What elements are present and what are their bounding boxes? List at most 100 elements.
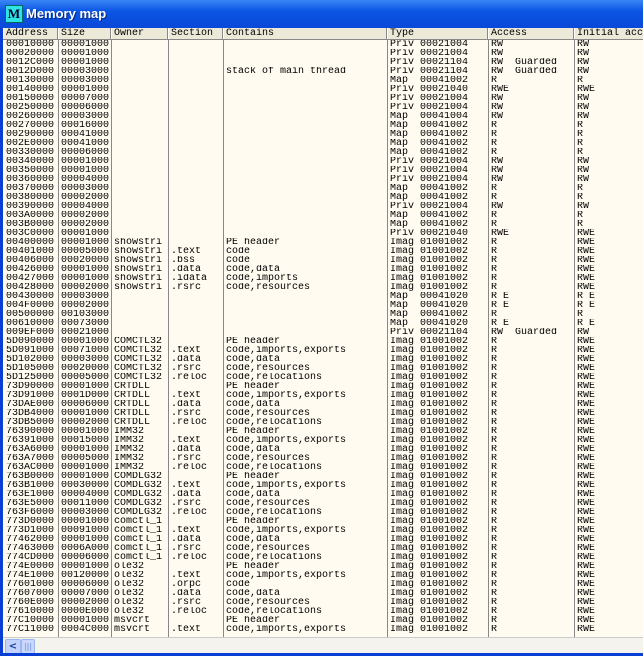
table-row[interactable]: 73D91000 0001D000 CRTDLL .text code,imports,…	[3, 391, 643, 400]
table-row[interactable]: 7760E000 00002000 ole32 .rsrc code,resources…	[3, 598, 643, 607]
table-row[interactable]: 76390000 00001000 IMM32 PE header Imag 01001…	[3, 427, 643, 436]
column-header-section[interactable]: Section	[168, 28, 223, 39]
table-row[interactable]: 763AC000 00001000 IMM32 .reloc code,relocati…	[3, 463, 643, 472]
table-row[interactable]: 774CD000 00006000 comctl_1 .reloc code,reloc…	[3, 553, 643, 562]
cell-section: .reloc	[171, 463, 208, 472]
table-row[interactable]: 73DB4000 00001000 CRTDLL .rsrc code,resource…	[3, 409, 643, 418]
table-row[interactable]: 00150000 00007000 Priv 00021004 RW RW	[3, 94, 643, 103]
cell-address: 0012C000	[6, 58, 55, 67]
table-row[interactable]: 00260000 00003000 Map 00041004 RW RW	[3, 112, 643, 121]
cell-contains: code,resources	[226, 499, 311, 508]
table-row[interactable]: 00500000 00103000 Map 00041002 R R	[3, 310, 643, 319]
table-row[interactable]: 00428000 00002000 showstri .rsrc code,resour…	[3, 283, 643, 292]
table-row[interactable]: 774E1000 00120000 ole32 .text code,imports,e…	[3, 571, 643, 580]
column-header-owner[interactable]: Owner	[111, 28, 168, 39]
table-row[interactable]: 00290000 00041000 Map 00041002 R R	[3, 130, 643, 139]
table-row[interactable]: 77601000 00006000 ole32 .orpc code Imag 01001…	[3, 580, 643, 589]
table-row[interactable]: 73DB5000 00002000 CRTDLL .reloc code,relocat…	[3, 418, 643, 427]
cell-initial-access: R	[577, 76, 584, 85]
table-row[interactable]: 0012D000 00003000 stack of main thread Priv…	[3, 67, 643, 76]
cell-contains: code,resources	[226, 283, 311, 292]
table-row[interactable]: 763E1000 00004000 COMDLG32 .data code,data Im…	[3, 490, 643, 499]
table-row[interactable]: 009EF000 00021000 Priv 00021104 RW Guarded R…	[3, 328, 643, 337]
cell-size: 0000E000	[61, 607, 110, 616]
table-row[interactable]: 763A7000 00005000 IMM32 .rsrc code,resources…	[3, 454, 643, 463]
cell-contains	[224, 202, 388, 211]
table-row[interactable]: 77C10000 00001000 msvcrt PE header Imag 0100…	[3, 616, 643, 625]
table-row[interactable]: 5D102000 00003000 COMCTL32 .data code,data Im…	[3, 355, 643, 364]
horizontal-scrollbar[interactable]: < |||	[3, 637, 643, 653]
table-body[interactable]: 00010000 00001000 Priv 00021004 RW RW 0002000…	[3, 40, 643, 637]
column-header-type[interactable]: Type	[387, 28, 488, 39]
scroll-left-button[interactable]: <	[5, 639, 21, 653]
column-header-initial-access[interactable]: Initial acc	[574, 28, 643, 39]
table-row[interactable]: 00270000 00016000 Map 00041002 R R	[3, 121, 643, 130]
table-row[interactable]: 5D090000 00001000 COMCTL32 PE header Imag 01…	[3, 337, 643, 346]
table-row[interactable]: 763F6000 00003000 COMDLG32 .reloc code,reloc…	[3, 508, 643, 517]
table-row[interactable]: 763E5000 00011000 COMDLG32 .rsrc code,resour…	[3, 499, 643, 508]
table-row[interactable]: 003A0000 00002000 Map 00041002 R R	[3, 211, 643, 220]
table-row[interactable]: 73DAE000 00006000 CRTDLL .data code,data Imag…	[3, 400, 643, 409]
cell-address: 763A6000	[6, 445, 55, 454]
table-row[interactable]: 00130000 00003000 Map 00041002 R R	[3, 76, 643, 85]
table-row[interactable]: 773D1000 00091000 comctl_1 .text code,import…	[3, 526, 643, 535]
cell-size: 00001000	[61, 49, 110, 58]
cell-initial-access: R E	[577, 319, 596, 328]
cell-initial-access: R	[577, 121, 584, 130]
title-bar[interactable]: M Memory map	[0, 0, 643, 28]
table-row[interactable]: 00401000 00005000 showstri .text code Imag 01…	[3, 247, 643, 256]
table-row[interactable]: 77462000 00001000 comctl_1 .data code,data Im…	[3, 535, 643, 544]
table-row[interactable]: 763B1000 00030000 COMDLG32 .text code,import…	[3, 481, 643, 490]
cell-contains: PE header	[226, 427, 281, 436]
column-header-contains[interactable]: Contains	[223, 28, 387, 39]
table-row[interactable]: 77607000 00007000 ole32 .data code,data Imag …	[3, 589, 643, 598]
table-row[interactable]: 77610000 0000E000 ole32 .reloc code,relocati…	[3, 607, 643, 616]
table-row[interactable]: 00426000 00001000 showstri .data code,data Im…	[3, 265, 643, 274]
column-header-address[interactable]: Address	[3, 28, 58, 39]
cell-contains: code,resources	[226, 598, 311, 607]
table-row[interactable]: 77463000 0006A000 comctl_1 .rsrc code,resour…	[3, 544, 643, 553]
table-row[interactable]: 00360000 00004000 Priv 00021004 RW RW	[3, 175, 643, 184]
column-header-size[interactable]: Size	[58, 28, 111, 39]
table-row[interactable]: 00370000 00003000 Map 00041002 R R	[3, 184, 643, 193]
table-row[interactable]: 00430000 00003000 Map 00041020 R E R E	[3, 292, 643, 301]
table-row[interactable]: 00330000 00006000 Map 00041002 R R	[3, 148, 643, 157]
cell-size: 00006000	[61, 148, 110, 157]
table-row[interactable]: 00390000 00004000 Priv 00021004 RW RW	[3, 202, 643, 211]
table-row[interactable]: 004F0000 00002000 Map 00041020 R E R E	[3, 301, 643, 310]
table-row[interactable]: 76391000 00015000 IMM32 .text code,imports,e…	[3, 436, 643, 445]
column-header-access[interactable]: Access	[488, 28, 574, 39]
cell-contains: code,resources	[226, 454, 311, 463]
cell-address: 009EF000	[6, 328, 55, 337]
scroll-thumb[interactable]: |||	[21, 639, 35, 653]
table-row[interactable]: 003B0000 00002000 Map 00041002 R R	[3, 220, 643, 229]
cell-type: Imag 01001002	[390, 346, 469, 355]
table-row[interactable]: 5D105000 00020000 COMCTL32 .rsrc code,resour…	[3, 364, 643, 373]
table-row[interactable]: 5D125000 00005000 COMCTL32 .reloc code,reloc…	[3, 373, 643, 382]
table-row[interactable]: 00406000 00020000 showstri .bss code Imag 010…	[3, 256, 643, 265]
table-row[interactable]: 00010000 00001000 Priv 00021004 RW RW	[3, 40, 643, 49]
table-row[interactable]: 002E0000 00041000 Map 00041002 R R	[3, 139, 643, 148]
cell-section	[169, 166, 224, 175]
cell-owner	[112, 211, 169, 220]
table-row[interactable]: 773D0000 00001000 comctl_1 PE header Imag 01…	[3, 517, 643, 526]
cell-type: Imag 01001002	[390, 454, 469, 463]
cell-address: 77C10000	[6, 616, 55, 625]
table-row[interactable]: 00400000 00001000 showstri PE header Imag 01…	[3, 238, 643, 247]
table-row[interactable]: 00020000 00001000 Priv 00021004 RW RW	[3, 49, 643, 58]
table-row[interactable]: 00340000 00001000 Priv 00021004 RW RW	[3, 157, 643, 166]
table-row[interactable]: 763B0000 00001000 COMDLG32 PE header Imag 01…	[3, 472, 643, 481]
table-row[interactable]: 00610000 00073000 Map 00041020 R E R E	[3, 319, 643, 328]
table-row[interactable]: 003C0000 00001000 Priv 00021040 RWE RWE	[3, 229, 643, 238]
table-row[interactable]: 00350000 00001000 Priv 00021004 RW RW	[3, 166, 643, 175]
table-row[interactable]: 00140000 00001000 Priv 00021040 RWE RWE	[3, 85, 643, 94]
table-row[interactable]: 774E0000 00001000 ole32 PE header Imag 01001…	[3, 562, 643, 571]
table-row[interactable]: 00250000 00006000 Priv 00021004 RW RW	[3, 103, 643, 112]
table-row[interactable]: 73D90000 00001000 CRTDLL PE header Imag 0100…	[3, 382, 643, 391]
table-row[interactable]: 5D091000 00071000 COMCTL32 .text code,import…	[3, 346, 643, 355]
table-row[interactable]: 00380000 00002000 Map 00041002 R R	[3, 193, 643, 202]
table-row[interactable]: 0012C000 00001000 Priv 00021104 RW Guarded R…	[3, 58, 643, 67]
table-row[interactable]: 763A6000 00001000 IMM32 .data code,data Imag …	[3, 445, 643, 454]
table-row[interactable]: 00427000 00001000 showstri .idata code,impor…	[3, 274, 643, 283]
table-row[interactable]: 77C11000 0004C000 msvcrt .text code,imports,…	[3, 625, 643, 634]
